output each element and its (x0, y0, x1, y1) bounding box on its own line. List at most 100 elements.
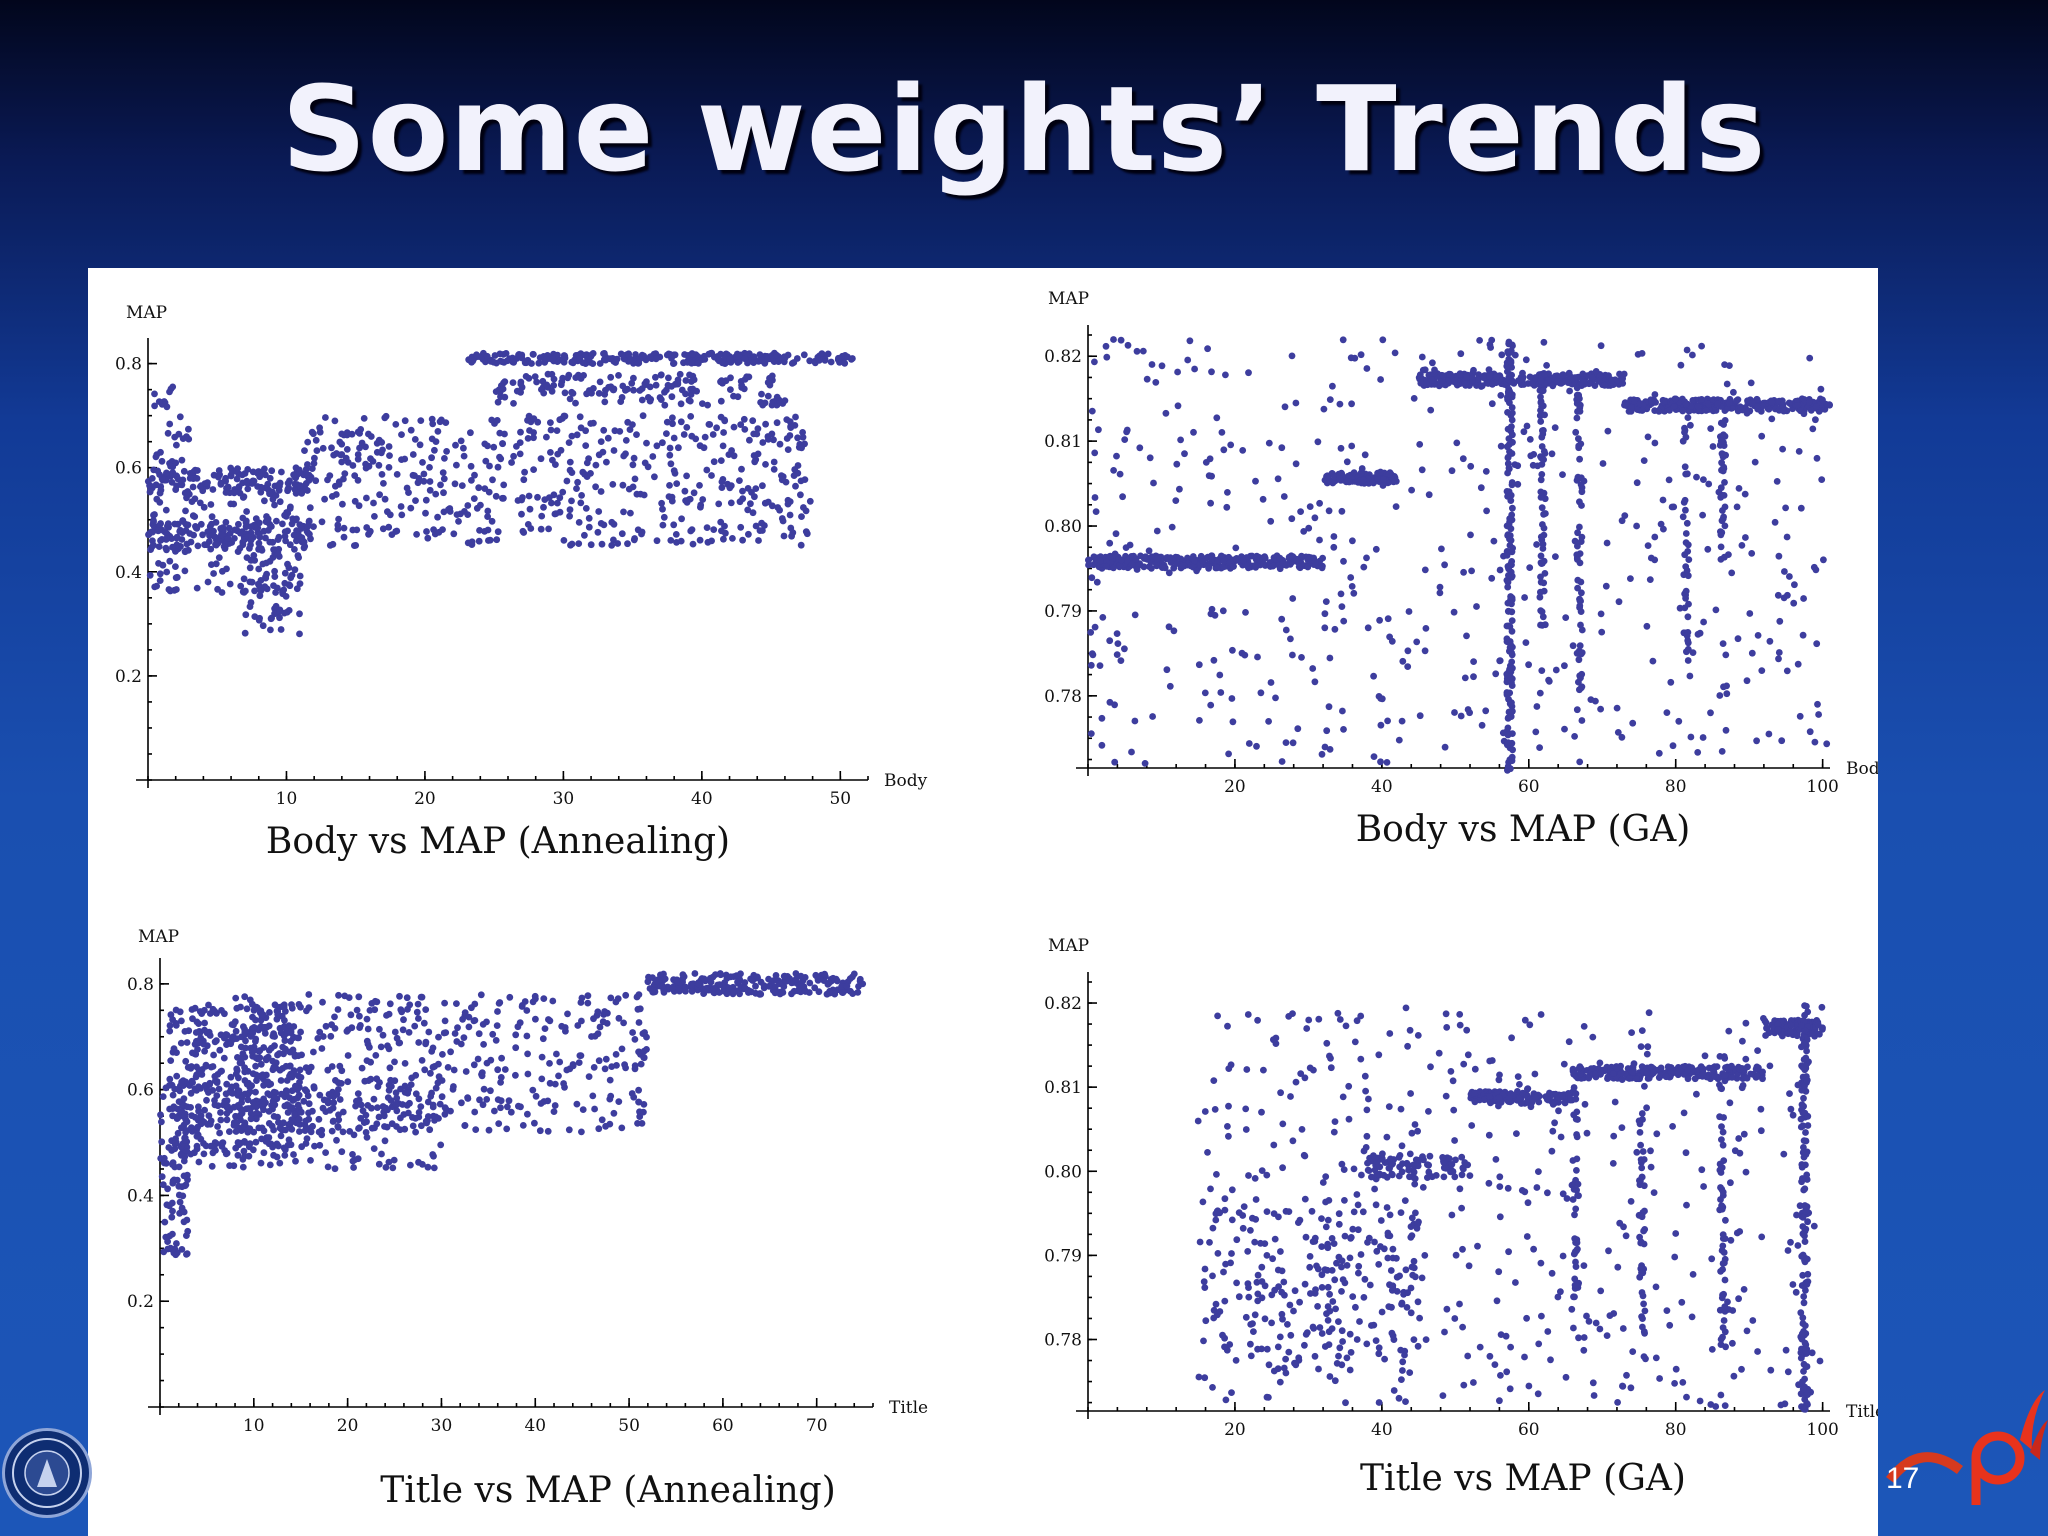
data-point (1683, 519, 1691, 527)
data-point (569, 359, 577, 367)
data-point (1741, 490, 1749, 498)
data-point (440, 475, 448, 483)
data-point (1508, 558, 1516, 565)
data-point (1349, 537, 1356, 545)
data-point (411, 1022, 419, 1030)
data-point (211, 1073, 219, 1080)
data-point (176, 1087, 184, 1095)
data-point (179, 1192, 187, 1200)
data-point (1812, 566, 1820, 574)
data-point (178, 456, 186, 464)
data-point (1689, 351, 1696, 359)
data-point (481, 528, 488, 535)
data-point (1497, 392, 1505, 399)
data-point (722, 529, 729, 537)
data-point (1503, 622, 1511, 630)
data-point (1114, 640, 1122, 647)
y-tick-label: 0.79 (1044, 602, 1082, 622)
data-point (1681, 496, 1689, 504)
data-point (771, 989, 779, 997)
data-point (427, 1069, 434, 1077)
data-point (652, 373, 659, 381)
data-point (608, 542, 616, 549)
data-point (510, 400, 517, 407)
data-point (496, 453, 503, 461)
data-point (202, 1061, 210, 1069)
data-point (538, 1053, 546, 1061)
data-point (418, 1057, 426, 1064)
data-point (259, 1011, 267, 1019)
data-point (435, 1073, 443, 1081)
data-point (1620, 370, 1628, 378)
data-point (1576, 523, 1583, 531)
data-point (687, 527, 695, 535)
data-point (340, 524, 348, 532)
data-point (176, 1198, 184, 1206)
data-point (1321, 624, 1329, 632)
data-point (483, 1059, 491, 1067)
data-point (173, 1115, 181, 1122)
data-point (574, 1022, 582, 1029)
data-point (268, 467, 276, 475)
data-point (173, 472, 180, 480)
data-point (1218, 429, 1226, 436)
data-point (1348, 442, 1356, 450)
data-point (364, 1040, 372, 1048)
data-point (683, 424, 691, 431)
data-point (713, 424, 720, 432)
data-point (530, 466, 537, 473)
data-point (309, 1107, 316, 1115)
data-point (1528, 380, 1536, 387)
data-point (359, 1107, 367, 1115)
data-point (249, 1000, 256, 1008)
data-point (296, 1066, 304, 1074)
data-point (1261, 554, 1269, 562)
data-point (242, 611, 250, 619)
data-point (229, 1089, 236, 1097)
data-point (284, 485, 292, 493)
data-point (222, 1090, 230, 1098)
data-point (480, 1085, 488, 1093)
data-point (1461, 380, 1469, 388)
data-point (269, 1143, 276, 1151)
data-point (420, 470, 428, 478)
data-point (1106, 539, 1114, 547)
data-point (1240, 1203, 1248, 1210)
data-point (688, 359, 695, 367)
data-point (247, 1110, 255, 1118)
data-point (1133, 347, 1141, 355)
data-point (428, 435, 436, 443)
data-point (582, 442, 590, 449)
data-point (794, 434, 801, 442)
data-point (763, 355, 771, 363)
data-point (663, 430, 670, 437)
data-point (792, 975, 800, 983)
chart-3: 10 20 30 40 50 60 700.20.40.60.8TitleMAPTitle … (127, 927, 928, 1511)
data-point (307, 1157, 314, 1164)
data-point (225, 524, 233, 532)
data-point (443, 448, 450, 455)
data-point (164, 1245, 172, 1253)
data-point (1774, 591, 1782, 599)
data-point (474, 1055, 482, 1063)
data-point (319, 444, 327, 452)
data-point (447, 1107, 454, 1115)
data-point (304, 522, 311, 530)
data-point (494, 398, 502, 406)
data-point (1575, 435, 1582, 443)
data-point (1744, 397, 1751, 405)
data-point (1633, 479, 1641, 487)
data-point (1318, 1271, 1326, 1279)
data-point (282, 537, 289, 545)
data-point (247, 523, 255, 531)
data-point (257, 545, 265, 553)
data-point (1111, 550, 1119, 558)
data-point (786, 432, 794, 439)
data-point (211, 1038, 219, 1046)
data-point (1309, 665, 1317, 672)
data-point (1589, 374, 1596, 382)
data-point (333, 450, 340, 457)
data-point (441, 1017, 449, 1025)
x-tick-label: 50 (829, 789, 851, 809)
data-point (1113, 651, 1121, 658)
